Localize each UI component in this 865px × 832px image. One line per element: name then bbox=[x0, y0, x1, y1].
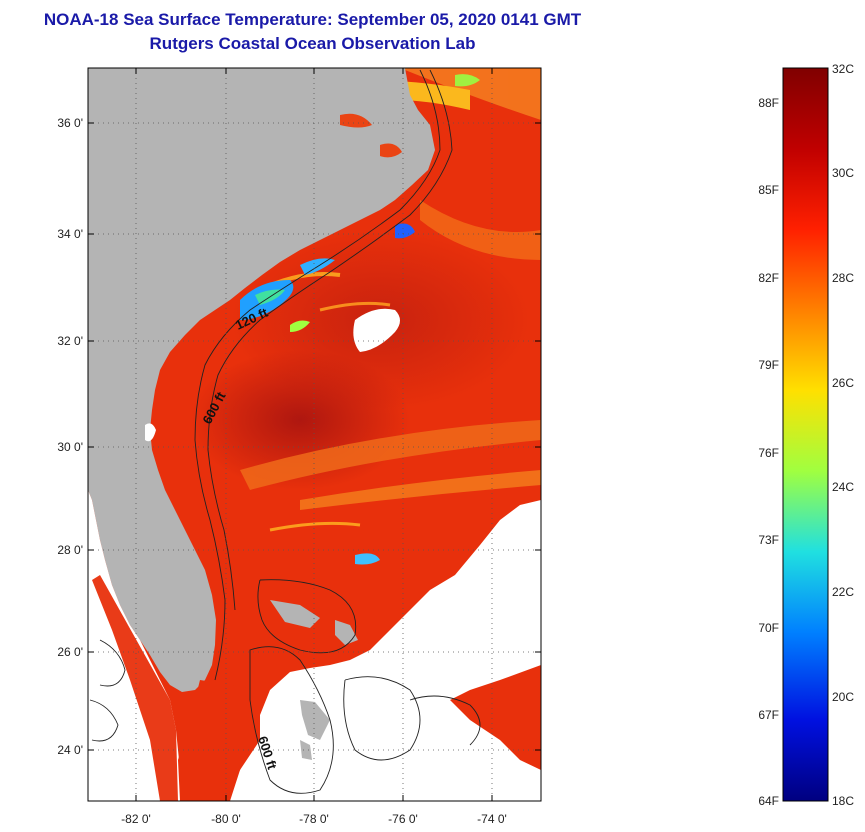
lon-label-78: -78 0' bbox=[299, 812, 329, 826]
lon-label-74: -74 0' bbox=[477, 812, 507, 826]
map-subtitle: Rutgers Coastal Ocean Observation Lab bbox=[149, 34, 476, 53]
lon-label-82: -82 0' bbox=[121, 812, 151, 826]
bathymetry-contours bbox=[89, 69, 481, 794]
lat-label-24: 24 0' bbox=[57, 743, 83, 757]
lon-label-80: -80 0' bbox=[211, 812, 241, 826]
keys-water bbox=[178, 680, 260, 801]
cb-c-22: 22C bbox=[832, 585, 854, 599]
map-ticks bbox=[88, 68, 541, 801]
cb-f-79: 79F bbox=[758, 358, 779, 372]
cb-f-70: 70F bbox=[758, 621, 779, 635]
lat-label-36: 36 0' bbox=[57, 116, 83, 130]
graticule bbox=[88, 68, 541, 801]
lat-label-30: 30 0' bbox=[57, 440, 83, 454]
swath-edge bbox=[92, 575, 178, 801]
colorbar bbox=[782, 67, 829, 802]
inlet-north bbox=[340, 113, 372, 128]
cb-c-32: 32C bbox=[832, 62, 854, 76]
lat-label-32: 32 0' bbox=[57, 334, 83, 348]
cb-c-28: 28C bbox=[832, 271, 854, 285]
cb-f-76: 76F bbox=[758, 446, 779, 460]
map-title: NOAA-18 Sea Surface Temperature: Septemb… bbox=[43, 10, 582, 29]
colorbar-celsius-labels: 32C 30C 28C 26C 24C 22C 20C 18C bbox=[832, 62, 854, 808]
cb-f-88: 88F bbox=[758, 96, 779, 110]
inlet-sound bbox=[380, 143, 402, 158]
land-mainland bbox=[88, 68, 435, 692]
map-area: 120 ft 600 ft 600 ft bbox=[88, 68, 541, 801]
cb-f-64: 64F bbox=[758, 794, 779, 808]
longitude-labels: -82 0' -80 0' -78 0' -76 0' -74 0' bbox=[121, 812, 507, 826]
cb-f-67: 67F bbox=[758, 708, 779, 722]
cb-c-18: 18C bbox=[832, 794, 854, 808]
lat-label-34: 34 0' bbox=[57, 227, 83, 241]
latitude-labels: 36 0' 34 0' 32 0' 30 0' 28 0' 26 0' 24 0… bbox=[57, 116, 83, 757]
cb-f-82: 82F bbox=[758, 271, 779, 285]
lat-label-28: 28 0' bbox=[57, 543, 83, 557]
cb-c-26: 26C bbox=[832, 376, 854, 390]
lat-label-26: 26 0' bbox=[57, 645, 83, 659]
cb-c-30: 30C bbox=[832, 166, 854, 180]
cb-c-24: 24C bbox=[832, 480, 854, 494]
cb-c-20: 20C bbox=[832, 690, 854, 704]
cb-f-85: 85F bbox=[758, 183, 779, 197]
cb-f-73: 73F bbox=[758, 533, 779, 547]
colorbar-fahrenheit-labels: 88F 85F 82F 79F 76F 73F 70F 67F 64F bbox=[758, 96, 779, 808]
lon-label-76: -76 0' bbox=[388, 812, 418, 826]
